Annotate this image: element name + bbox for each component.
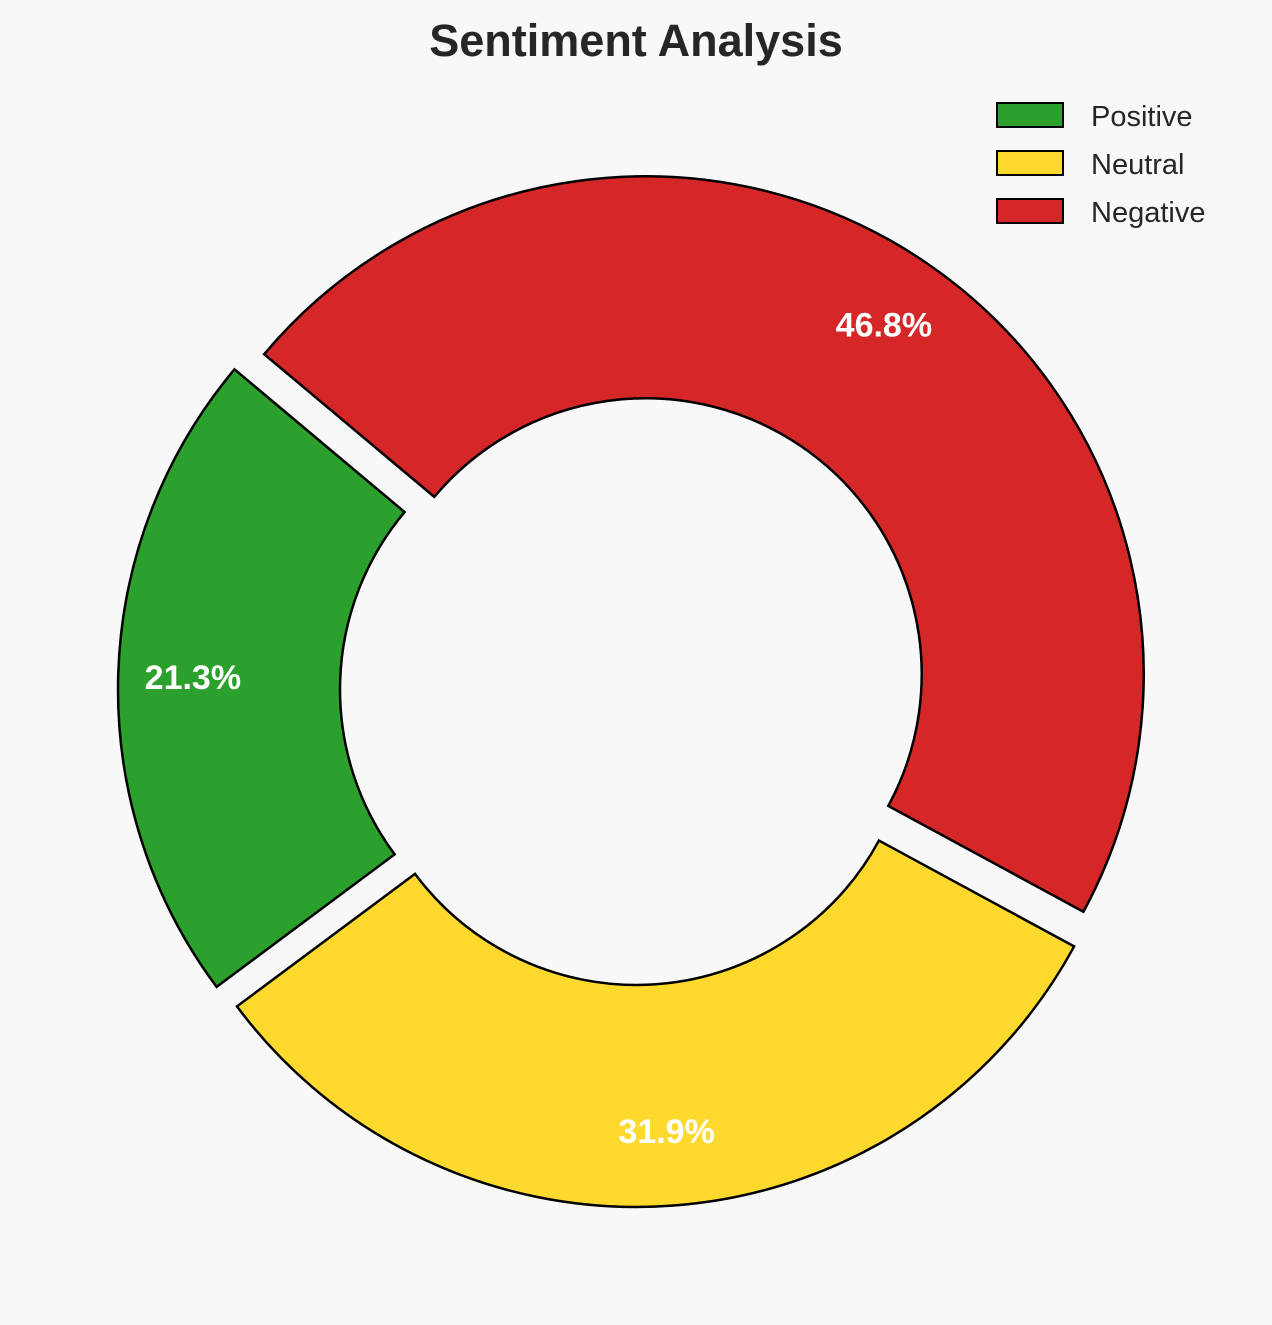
- chart-title: Sentiment Analysis: [429, 15, 842, 66]
- slices: 21.3% 31.9% 46.8%: [116, 175, 1145, 1209]
- legend-swatch-neutral: [996, 150, 1064, 176]
- slice-label-negative: 46.8%: [836, 306, 932, 344]
- legend-label-positive: Positive: [1091, 101, 1193, 133]
- slice-neutral: [235, 838, 1076, 1209]
- legend-swatch-positive: [996, 102, 1064, 128]
- legend-label-neutral: Neutral: [1091, 149, 1185, 181]
- slice-positive: [116, 367, 407, 989]
- slice-negative: [262, 175, 1145, 914]
- legend: Positive Neutral Negative: [996, 101, 1205, 229]
- legend-swatch-negative: [996, 198, 1064, 224]
- slice-label-neutral: 31.9%: [618, 1113, 714, 1151]
- legend-label-negative: Negative: [1091, 197, 1205, 229]
- slice-label-positive: 21.3%: [145, 659, 241, 697]
